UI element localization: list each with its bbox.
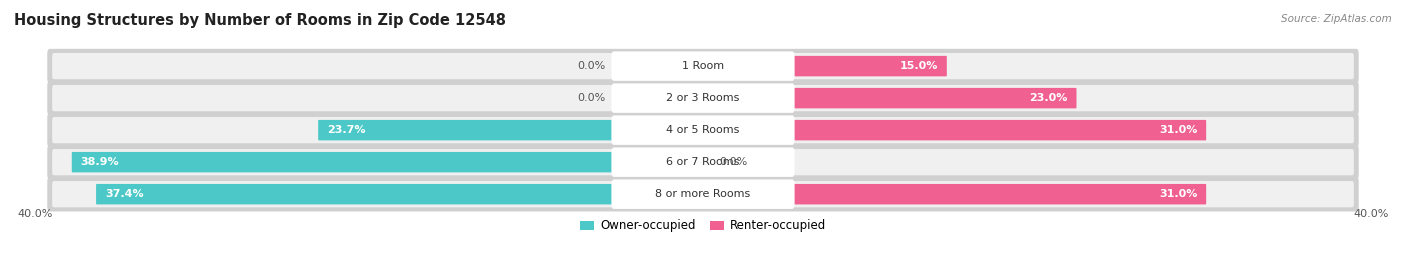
Text: 23.0%: 23.0% [1029, 93, 1067, 103]
FancyBboxPatch shape [612, 83, 794, 113]
FancyBboxPatch shape [612, 147, 794, 177]
Text: 38.9%: 38.9% [80, 157, 120, 167]
Text: 2 or 3 Rooms: 2 or 3 Rooms [666, 93, 740, 103]
FancyBboxPatch shape [52, 149, 1354, 175]
Text: 31.0%: 31.0% [1159, 189, 1198, 199]
FancyBboxPatch shape [96, 184, 703, 204]
Legend: Owner-occupied, Renter-occupied: Owner-occupied, Renter-occupied [575, 215, 831, 237]
Text: 0.0%: 0.0% [578, 61, 606, 71]
FancyBboxPatch shape [703, 184, 1206, 204]
Text: 4 or 5 Rooms: 4 or 5 Rooms [666, 125, 740, 135]
FancyBboxPatch shape [52, 117, 1354, 143]
Text: 6 or 7 Rooms: 6 or 7 Rooms [666, 157, 740, 167]
Text: Housing Structures by Number of Rooms in Zip Code 12548: Housing Structures by Number of Rooms in… [14, 14, 506, 29]
FancyBboxPatch shape [612, 115, 794, 145]
Text: 40.0%: 40.0% [17, 209, 52, 219]
Text: 23.7%: 23.7% [328, 125, 366, 135]
FancyBboxPatch shape [612, 51, 794, 81]
FancyBboxPatch shape [52, 53, 1354, 79]
FancyBboxPatch shape [612, 180, 794, 209]
FancyBboxPatch shape [48, 177, 1358, 211]
FancyBboxPatch shape [48, 113, 1358, 147]
Text: 40.0%: 40.0% [1354, 209, 1389, 219]
FancyBboxPatch shape [703, 120, 1206, 140]
FancyBboxPatch shape [72, 152, 703, 173]
Text: 37.4%: 37.4% [105, 189, 143, 199]
Text: 31.0%: 31.0% [1159, 125, 1198, 135]
Text: Source: ZipAtlas.com: Source: ZipAtlas.com [1281, 14, 1392, 23]
FancyBboxPatch shape [48, 145, 1358, 180]
FancyBboxPatch shape [318, 120, 703, 140]
Text: 8 or more Rooms: 8 or more Rooms [655, 189, 751, 199]
FancyBboxPatch shape [52, 85, 1354, 111]
Text: 15.0%: 15.0% [900, 61, 938, 71]
FancyBboxPatch shape [52, 181, 1354, 207]
FancyBboxPatch shape [703, 152, 717, 173]
Text: 0.0%: 0.0% [578, 93, 606, 103]
FancyBboxPatch shape [48, 81, 1358, 115]
FancyBboxPatch shape [703, 88, 1077, 108]
Text: 0.0%: 0.0% [720, 157, 748, 167]
FancyBboxPatch shape [48, 49, 1358, 83]
FancyBboxPatch shape [703, 56, 946, 76]
Text: 1 Room: 1 Room [682, 61, 724, 71]
